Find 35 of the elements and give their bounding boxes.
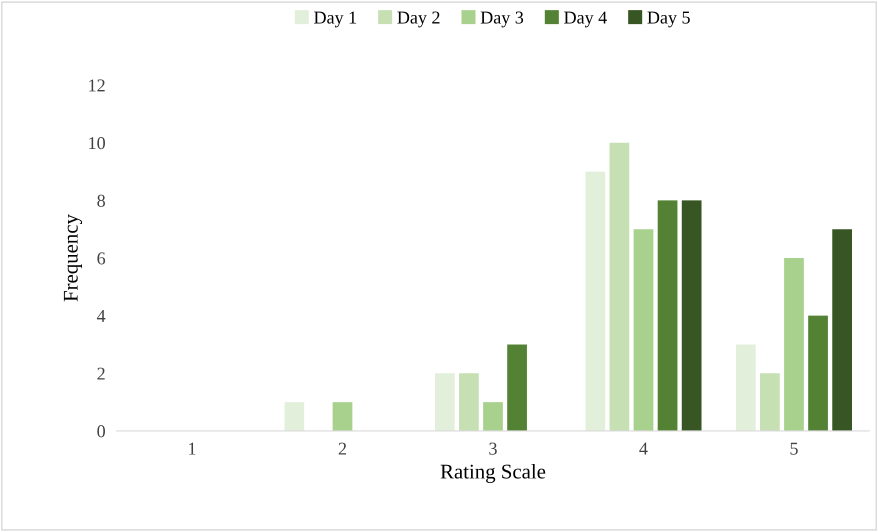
legend-label: Day 1 bbox=[314, 12, 356, 28]
bar bbox=[610, 142, 630, 431]
y-tick-label: 4 bbox=[96, 310, 106, 322]
bar bbox=[332, 402, 352, 431]
y-tick-label: 12 bbox=[89, 79, 105, 92]
y-tick-label: 2 bbox=[97, 368, 105, 380]
bar bbox=[434, 373, 455, 431]
bar bbox=[808, 316, 828, 431]
legend-label: Day 4 bbox=[564, 12, 607, 28]
x-axis-title: Rating Scale bbox=[440, 464, 546, 483]
bar bbox=[658, 200, 678, 431]
x-tick-label: 5 bbox=[790, 442, 798, 455]
y-tick-label: 6 bbox=[97, 252, 106, 264]
x-tick-label: 2 bbox=[338, 442, 346, 455]
bar bbox=[507, 344, 527, 431]
bar bbox=[459, 373, 479, 431]
bar bbox=[483, 402, 503, 431]
bar bbox=[784, 258, 804, 431]
legend-label: Day 3 bbox=[480, 12, 524, 28]
y-tick-label: 10 bbox=[89, 137, 105, 150]
legend-label: Day 5 bbox=[647, 12, 690, 28]
bar bbox=[634, 229, 654, 431]
y-axis-title: Frequency bbox=[64, 214, 82, 302]
y-tick-label: 8 bbox=[97, 194, 105, 207]
y-tick-label: 0 bbox=[97, 425, 105, 438]
bar bbox=[736, 344, 756, 431]
x-tick-label: 1 bbox=[189, 442, 196, 455]
bar bbox=[585, 172, 606, 431]
x-tick-label: 3 bbox=[489, 442, 497, 455]
bar bbox=[832, 229, 852, 431]
legend-label: Day 2 bbox=[397, 12, 440, 28]
bar bbox=[284, 402, 304, 431]
x-tick-label: 4 bbox=[639, 442, 648, 455]
bar bbox=[760, 373, 780, 431]
bar bbox=[682, 200, 702, 431]
